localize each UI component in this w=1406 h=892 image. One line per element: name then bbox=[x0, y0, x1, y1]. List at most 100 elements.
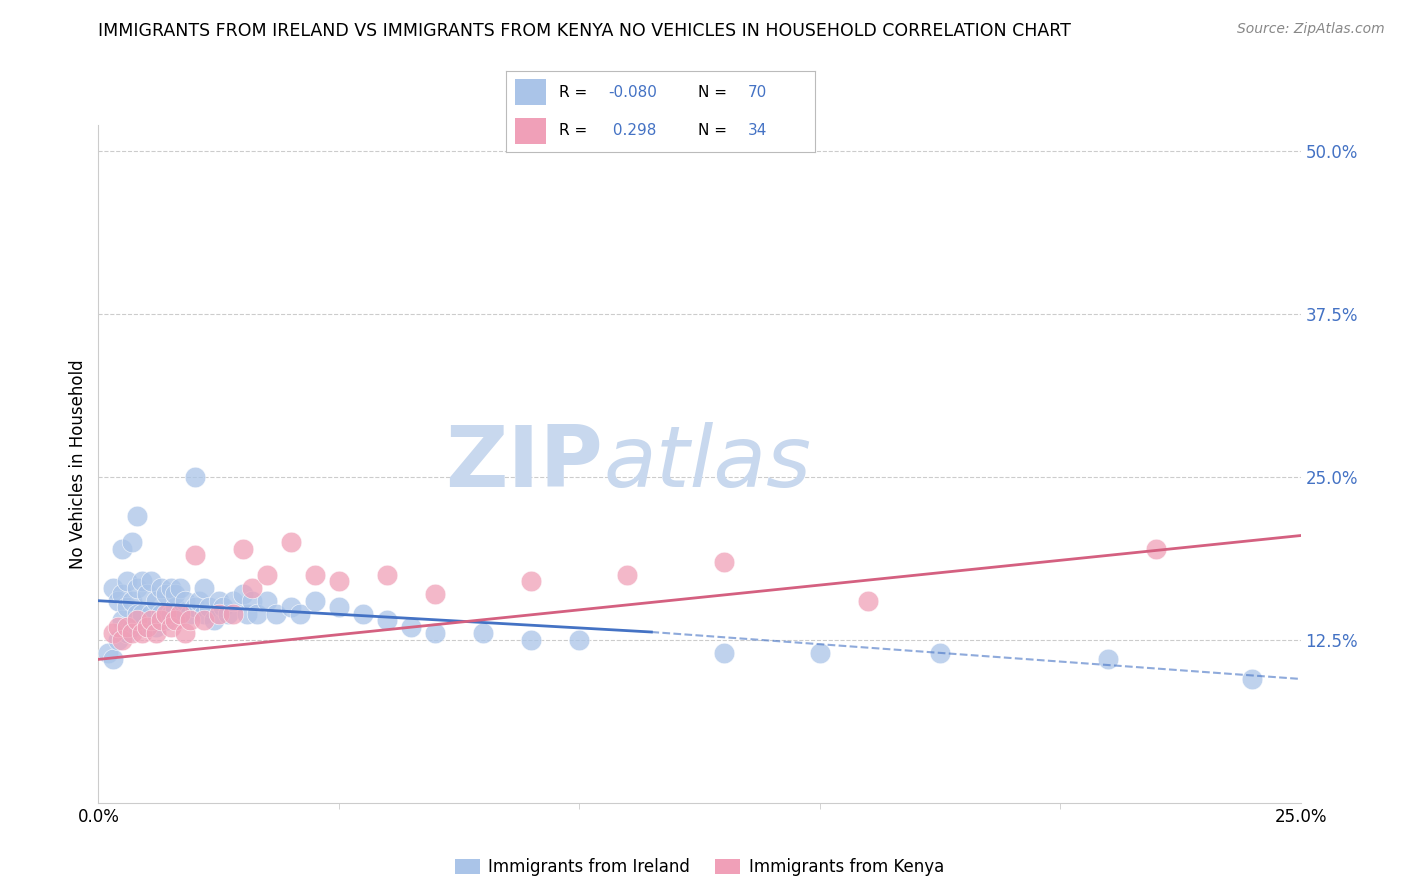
Point bbox=[616, 567, 638, 582]
Point bbox=[141, 613, 163, 627]
Point bbox=[183, 470, 205, 484]
Point bbox=[222, 607, 245, 621]
Point bbox=[568, 632, 591, 647]
Point bbox=[165, 587, 187, 601]
Bar bbox=[516, 79, 547, 105]
Text: atlas: atlas bbox=[603, 422, 811, 506]
Point bbox=[256, 567, 278, 582]
Point bbox=[208, 607, 231, 621]
Point bbox=[117, 574, 139, 589]
Point bbox=[149, 607, 172, 621]
Point bbox=[1144, 541, 1167, 556]
Point bbox=[117, 626, 139, 640]
Text: N =: N = bbox=[697, 123, 727, 138]
Point bbox=[149, 613, 172, 627]
Point bbox=[131, 607, 153, 621]
Point bbox=[169, 607, 191, 621]
Point bbox=[304, 567, 326, 582]
Point bbox=[107, 620, 129, 634]
Point bbox=[145, 593, 167, 607]
Point bbox=[713, 646, 735, 660]
Point bbox=[169, 607, 191, 621]
Point bbox=[193, 581, 215, 595]
Point bbox=[101, 581, 124, 595]
Point bbox=[808, 646, 831, 660]
Point bbox=[159, 607, 181, 621]
Point bbox=[159, 620, 181, 634]
Text: 0.298: 0.298 bbox=[609, 123, 657, 138]
Point bbox=[135, 587, 157, 601]
Point bbox=[713, 555, 735, 569]
Y-axis label: No Vehicles in Household: No Vehicles in Household bbox=[69, 359, 87, 569]
Point bbox=[165, 600, 187, 615]
Point bbox=[246, 607, 269, 621]
Point bbox=[149, 581, 172, 595]
Point bbox=[165, 613, 187, 627]
Point bbox=[202, 613, 225, 627]
Text: R =: R = bbox=[558, 85, 586, 100]
Point bbox=[141, 607, 163, 621]
Point bbox=[198, 600, 221, 615]
Point bbox=[232, 587, 254, 601]
Point bbox=[304, 593, 326, 607]
Point bbox=[169, 581, 191, 595]
Point bbox=[125, 607, 148, 621]
Point bbox=[928, 646, 950, 660]
Text: IMMIGRANTS FROM IRELAND VS IMMIGRANTS FROM KENYA NO VEHICLES IN HOUSEHOLD CORREL: IMMIGRANTS FROM IRELAND VS IMMIGRANTS FR… bbox=[98, 22, 1071, 40]
Point bbox=[399, 620, 422, 634]
Point bbox=[125, 508, 148, 523]
Point bbox=[193, 607, 215, 621]
Point bbox=[145, 620, 167, 634]
Point bbox=[193, 613, 215, 627]
Point bbox=[375, 613, 398, 627]
Text: N =: N = bbox=[697, 85, 727, 100]
Point bbox=[375, 567, 398, 582]
Point bbox=[111, 541, 134, 556]
Point bbox=[174, 626, 197, 640]
Point bbox=[121, 620, 143, 634]
Point bbox=[111, 632, 134, 647]
Bar bbox=[516, 118, 547, 144]
Point bbox=[222, 593, 245, 607]
Point bbox=[472, 626, 495, 640]
Point bbox=[121, 626, 143, 640]
Point bbox=[111, 587, 134, 601]
Point bbox=[125, 613, 148, 627]
Point bbox=[856, 593, 879, 607]
Point bbox=[290, 607, 312, 621]
Point bbox=[131, 574, 153, 589]
Point bbox=[135, 620, 157, 634]
Point bbox=[212, 600, 235, 615]
Point bbox=[131, 626, 153, 640]
Point bbox=[240, 581, 263, 595]
Point bbox=[217, 607, 239, 621]
Point bbox=[236, 607, 259, 621]
Point bbox=[208, 593, 231, 607]
Point bbox=[101, 652, 124, 666]
Point bbox=[328, 600, 350, 615]
Text: 70: 70 bbox=[748, 85, 766, 100]
Point bbox=[183, 600, 205, 615]
Point bbox=[159, 581, 181, 595]
Point bbox=[135, 620, 157, 634]
Point bbox=[232, 541, 254, 556]
Point bbox=[328, 574, 350, 589]
Point bbox=[352, 607, 374, 621]
Point bbox=[97, 646, 120, 660]
Point bbox=[155, 607, 177, 621]
Point bbox=[520, 574, 543, 589]
Point bbox=[107, 593, 129, 607]
Point bbox=[423, 626, 446, 640]
Point bbox=[280, 535, 302, 549]
Point bbox=[240, 593, 263, 607]
Text: Source: ZipAtlas.com: Source: ZipAtlas.com bbox=[1237, 22, 1385, 37]
Point bbox=[121, 593, 143, 607]
Legend: Immigrants from Ireland, Immigrants from Kenya: Immigrants from Ireland, Immigrants from… bbox=[449, 851, 950, 882]
Point bbox=[179, 613, 201, 627]
Point bbox=[107, 632, 129, 647]
Point bbox=[121, 535, 143, 549]
Point bbox=[145, 626, 167, 640]
Point bbox=[423, 587, 446, 601]
Point bbox=[155, 587, 177, 601]
Point bbox=[125, 581, 148, 595]
